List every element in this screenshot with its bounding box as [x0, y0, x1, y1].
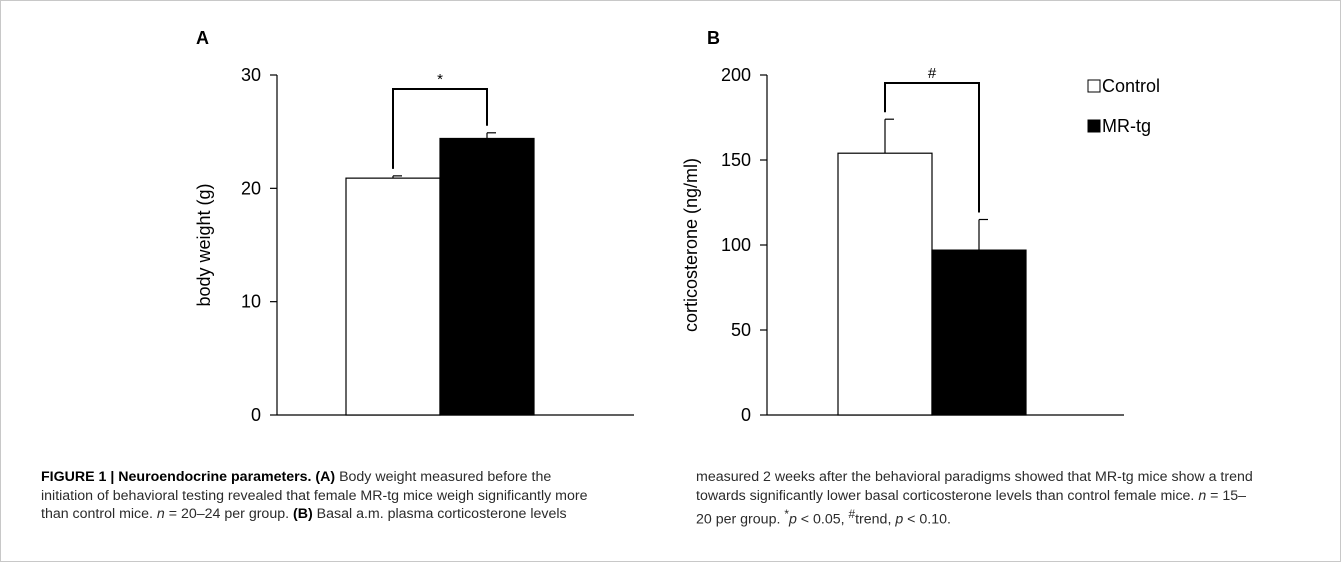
caption-n-b-text: = 15–20 per group. [696, 487, 1247, 528]
legend-swatch-mrtg [1087, 119, 1101, 133]
panel-b-legend: Control MR-tg [1087, 76, 1160, 136]
caption-p-2: p [895, 511, 904, 528]
panel-a-bar-control [345, 177, 441, 416]
panel-a-chart: A body weight (g) 0 10 20 30 * [194, 28, 634, 425]
figure-svg: A body weight (g) 0 10 20 30 * B corticoste… [194, 28, 1160, 425]
caption-a-label: (A) [315, 469, 336, 485]
figure-caption-left: FIGURE 1 | Neuroendocrine parameters. (A… [41, 468, 601, 524]
caption-n-a: n [156, 506, 165, 522]
panel-b-significance-label: # [928, 65, 937, 82]
panel-a-ytick-label: 30 [241, 65, 261, 85]
panel-b-ytick-label: 100 [721, 235, 751, 255]
legend-swatch-control [1087, 79, 1101, 93]
panel-a-letter: A [196, 28, 209, 48]
panel-b-ytick-label: 150 [721, 150, 751, 170]
legend-label-mrtg: MR-tg [1102, 116, 1151, 136]
caption-trend: trend, [855, 511, 896, 528]
panel-b-bar-mr-tg [931, 249, 1027, 416]
panel-b-ytick-label: 50 [731, 320, 751, 340]
panel-a-ytick-label: 10 [241, 292, 261, 312]
caption-p-text-2: < 0.10. [903, 511, 951, 528]
panel-b-letter: B [707, 28, 720, 48]
panel-a-ytick-label: 0 [251, 405, 261, 425]
caption-star: * [784, 507, 789, 521]
caption-n-b: n [1198, 487, 1207, 504]
panel-b-ylabel: corticosterone (ng/ml) [681, 158, 701, 332]
caption-p-text-1: < 0.05, [796, 511, 849, 528]
caption-p-1: p [788, 511, 797, 528]
legend-label-control: Control [1102, 76, 1160, 96]
caption-b-text-2: measured 2 weeks after the behavioral pa… [696, 469, 1253, 504]
caption-b-text-1: Basal a.m. plasma corticosterone levels [312, 506, 567, 522]
panel-a-significance-label: * [437, 71, 443, 88]
panel-b-significance-bracket [884, 82, 980, 213]
panel-b-ytick-label: 200 [721, 65, 751, 85]
caption-a-text: Body weight measured before the initiati… [41, 469, 588, 522]
caption-b-label: (B) [293, 506, 313, 522]
caption-hash: # [848, 507, 856, 521]
figure-caption-right: measured 2 weeks after the behavioral pa… [696, 468, 1256, 529]
panel-b-bar-control [837, 152, 933, 416]
panel-a-bar-mr-tg [439, 137, 535, 416]
panel-a-ytick-label: 20 [241, 178, 261, 198]
panel-b-ytick-label: 0 [741, 405, 751, 425]
caption-n-a-text: = 20–24 per group. [164, 506, 293, 522]
panel-a-ylabel: body weight (g) [194, 183, 214, 306]
panel-a-significance-bracket [392, 88, 488, 169]
caption-figure-label: FIGURE 1 | Neuroendocrine parameters. [41, 469, 312, 485]
